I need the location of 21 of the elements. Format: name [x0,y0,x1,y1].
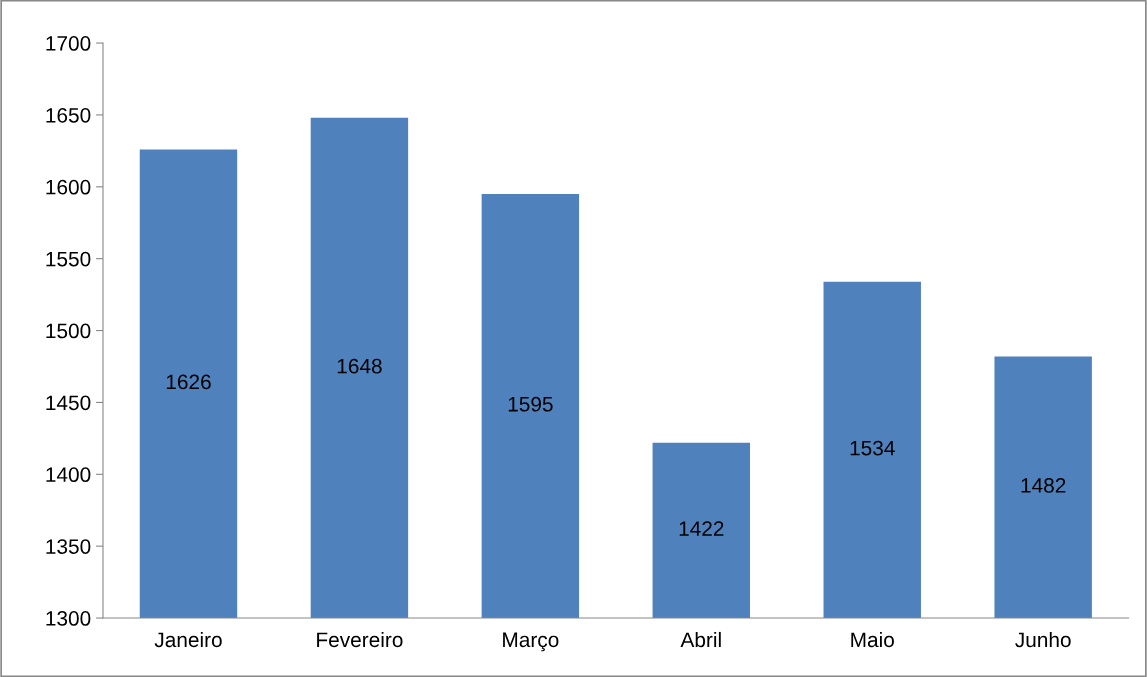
data-label: 1482 [1021,478,1066,493]
data-label: 1534 [850,440,895,456]
y-tick-label: 1450 [46,395,91,411]
x-tick-label: Janeiro [154,631,222,648]
y-tick-label: 1350 [46,539,91,554]
y-tick-label: 1550 [46,251,91,267]
data-label: 1648 [337,358,382,374]
y-tick-label: 1400 [46,467,91,483]
y-tick-label: 1700 [46,36,91,51]
data-label: 1626 [166,374,211,390]
y-tick-label: 1600 [46,179,91,195]
x-tick-label: Junho [1015,631,1071,648]
x-tick-label: Maio [851,631,894,648]
y-tick-label: 1650 [46,107,91,123]
y-tick-label: 1500 [46,323,91,339]
x-tick-label: Abril [680,631,721,648]
data-label: 1422 [679,521,724,536]
data-label: 1595 [508,396,553,412]
y-tick-label: 1300 [46,611,91,626]
x-tick-label: Fevereiro [317,631,403,648]
x-tick-label: Março [503,632,559,652]
